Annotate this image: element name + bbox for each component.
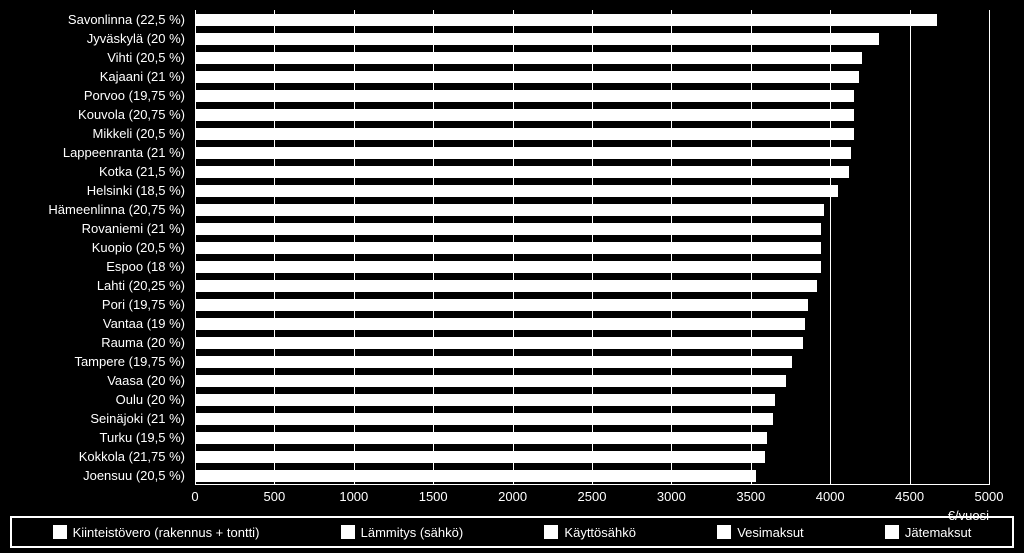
x-tick-label: 1500 bbox=[419, 489, 448, 504]
y-tick-label: Pori (19,75 %) bbox=[102, 295, 185, 314]
bar bbox=[195, 280, 817, 292]
y-tick-label: Joensuu (20,5 %) bbox=[83, 466, 185, 485]
bar bbox=[195, 242, 821, 254]
y-tick-label: Savonlinna (22,5 %) bbox=[68, 10, 185, 29]
legend-label: Kiinteistövero (rakennus + tontti) bbox=[73, 525, 260, 540]
x-tick-label: 3500 bbox=[736, 489, 765, 504]
bar bbox=[195, 375, 786, 387]
bar bbox=[195, 470, 756, 482]
y-tick-label: Vaasa (20 %) bbox=[107, 371, 185, 390]
bar bbox=[195, 204, 824, 216]
y-tick-label: Espoo (18 %) bbox=[106, 257, 185, 276]
legend-swatch bbox=[885, 525, 899, 539]
y-tick-label: Vihti (20,5 %) bbox=[107, 48, 185, 67]
bar bbox=[195, 318, 805, 330]
x-tick-label: 4000 bbox=[816, 489, 845, 504]
y-tick-label: Hämeenlinna (20,75 %) bbox=[48, 200, 185, 219]
bar bbox=[195, 147, 851, 159]
plot-area: €/vuosi 05001000150020002500300035004000… bbox=[195, 10, 989, 485]
y-tick-label: Kuopio (20,5 %) bbox=[92, 238, 185, 257]
y-tick-label: Kajaani (21 %) bbox=[100, 67, 185, 86]
y-tick-label: Porvoo (19,75 %) bbox=[84, 86, 185, 105]
x-tick-label: 0 bbox=[191, 489, 198, 504]
y-tick-label: Oulu (20 %) bbox=[116, 390, 185, 409]
bar bbox=[195, 337, 803, 349]
bar bbox=[195, 413, 773, 425]
legend: Kiinteistövero (rakennus + tontti) Lämmit… bbox=[10, 516, 1014, 548]
legend-swatch bbox=[544, 525, 558, 539]
bar bbox=[195, 185, 838, 197]
y-tick-label: Rovaniemi (21 %) bbox=[82, 219, 185, 238]
x-tick-label: 3000 bbox=[657, 489, 686, 504]
gridline bbox=[989, 10, 990, 485]
bar bbox=[195, 299, 808, 311]
y-axis-labels: Savonlinna (22,5 %)Jyväskylä (20 %)Vihti… bbox=[0, 10, 190, 485]
legend-item: Käyttösähkö bbox=[544, 525, 636, 540]
bar bbox=[195, 33, 879, 45]
y-tick-label: Vantaa (19 %) bbox=[103, 314, 185, 333]
y-tick-label: Tampere (19,75 %) bbox=[74, 352, 185, 371]
legend-swatch bbox=[717, 525, 731, 539]
legend-swatch bbox=[341, 525, 355, 539]
y-tick-label: Helsinki (18,5 %) bbox=[87, 181, 185, 200]
gridline bbox=[910, 10, 911, 485]
legend-label: Vesimaksut bbox=[737, 525, 803, 540]
legend-item: Lämmitys (sähkö) bbox=[341, 525, 464, 540]
legend-item: Jätemaksut bbox=[885, 525, 971, 540]
bar bbox=[195, 223, 821, 235]
x-tick-label: 1000 bbox=[339, 489, 368, 504]
y-tick-label: Lappeenranta (21 %) bbox=[63, 143, 185, 162]
y-tick-label: Kokkola (21,75 %) bbox=[79, 447, 185, 466]
chart-container: Savonlinna (22,5 %)Jyväskylä (20 %)Vihti… bbox=[0, 0, 1024, 553]
bar bbox=[195, 128, 854, 140]
y-tick-label: Mikkeli (20,5 %) bbox=[93, 124, 185, 143]
y-tick-label: Kouvola (20,75 %) bbox=[78, 105, 185, 124]
legend-swatch bbox=[53, 525, 67, 539]
bar bbox=[195, 432, 767, 444]
x-tick-label: 4500 bbox=[895, 489, 924, 504]
bar bbox=[195, 451, 765, 463]
bar bbox=[195, 71, 859, 83]
x-tick-label: 500 bbox=[264, 489, 286, 504]
x-tick-label: 2500 bbox=[578, 489, 607, 504]
legend-label: Jätemaksut bbox=[905, 525, 971, 540]
legend-label: Käyttösähkö bbox=[564, 525, 636, 540]
bar bbox=[195, 14, 937, 26]
y-tick-label: Lahti (20,25 %) bbox=[97, 276, 185, 295]
legend-item: Kiinteistövero (rakennus + tontti) bbox=[53, 525, 260, 540]
bar bbox=[195, 52, 862, 64]
legend-label: Lämmitys (sähkö) bbox=[361, 525, 464, 540]
bar bbox=[195, 109, 854, 121]
legend-item: Vesimaksut bbox=[717, 525, 803, 540]
y-tick-label: Jyväskylä (20 %) bbox=[87, 29, 185, 48]
y-tick-label: Kotka (21,5 %) bbox=[99, 162, 185, 181]
bar bbox=[195, 394, 775, 406]
bar bbox=[195, 356, 792, 368]
bar bbox=[195, 166, 849, 178]
bar bbox=[195, 261, 821, 273]
y-tick-label: Seinäjoki (21 %) bbox=[90, 409, 185, 428]
x-tick-label: 2000 bbox=[498, 489, 527, 504]
bar bbox=[195, 90, 854, 102]
y-tick-label: Rauma (20 %) bbox=[101, 333, 185, 352]
y-tick-label: Turku (19,5 %) bbox=[100, 428, 186, 447]
x-tick-label: 5000 bbox=[975, 489, 1004, 504]
